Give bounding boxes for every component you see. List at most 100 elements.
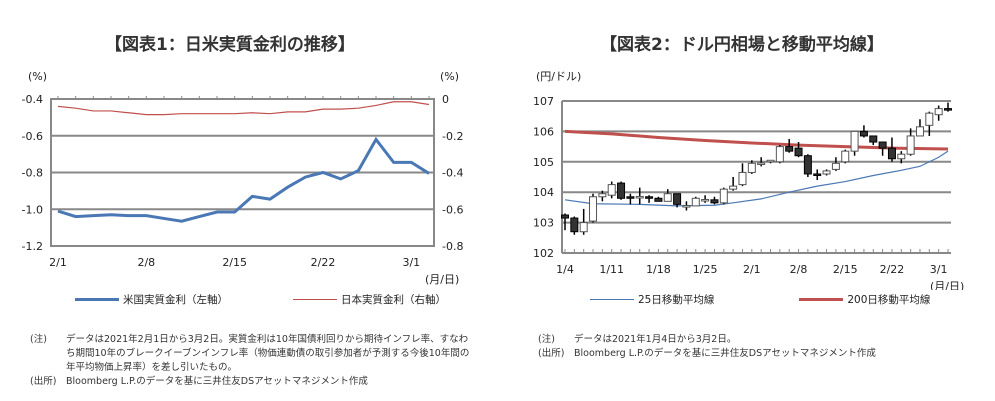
candle-down — [878, 141, 887, 149]
y-left-unit: (%) — [28, 70, 47, 83]
x-tick-label: 2/22 — [311, 256, 336, 269]
y-left-tick-label: -1.2 — [22, 240, 43, 253]
note-text: データは2021年2月1日から3月2日。実質金利は10年国債利回りから期待インフ… — [66, 334, 470, 373]
ma-line-200 — [564, 129, 949, 151]
y-right-tick-label: -0.8 — [442, 240, 463, 253]
candle-up — [850, 130, 859, 152]
candle-up — [766, 159, 775, 163]
x-tick-label: 1/11 — [599, 263, 624, 276]
legend-swatch-jp — [293, 299, 337, 300]
x-tick-label: 2/1 — [49, 256, 67, 269]
legend-swatch-ma200 — [799, 298, 844, 301]
legend-label-jp: 日本実質金利（右軸） — [341, 294, 446, 306]
y-right-tick-label: -0.6 — [442, 203, 463, 216]
x-tick-label: 1/25 — [693, 263, 718, 276]
x-unit: (月/日) — [425, 273, 459, 286]
x-tick-label: 1/18 — [646, 263, 671, 276]
candle-up — [691, 197, 700, 207]
note-text: データは2021年1月4日から3月2日。 — [574, 334, 737, 345]
plot-frame — [50, 98, 435, 247]
y-tick-label: 102 — [533, 247, 554, 260]
candle-down — [944, 108, 952, 111]
y-left-tick-label: -0.8 — [22, 167, 43, 180]
candle-down — [561, 214, 569, 219]
chart2-title: 【図表2：ドル円相場と移動平均線】 — [600, 35, 884, 55]
candle-up — [579, 222, 588, 233]
candle-down — [794, 147, 803, 157]
candle-down — [654, 197, 663, 202]
legend-label-ma200: 200日移動平均線 — [847, 294, 931, 306]
candle-up — [747, 162, 756, 173]
x-tick-label: 3/1 — [402, 256, 420, 269]
y-right-tick-label: -0.4 — [442, 167, 463, 180]
x-tick-label: 2/22 — [880, 263, 905, 276]
y-right-tick-label: -0.2 — [442, 130, 463, 143]
candle-up — [897, 153, 906, 160]
candle-down — [570, 217, 579, 233]
candle-down — [785, 146, 794, 152]
x-tick-label: 2/15 — [222, 256, 247, 269]
candle-down — [626, 196, 635, 199]
candle-up — [598, 193, 607, 198]
candle-down — [887, 147, 896, 160]
candle-up — [729, 185, 738, 190]
candle-down — [673, 193, 682, 205]
source-label: (出所) — [538, 348, 565, 359]
series-line-japan — [57, 101, 430, 116]
legend-swatch-ma25 — [590, 299, 634, 300]
y-tick-label: 105 — [533, 156, 554, 169]
candle-down — [869, 135, 878, 143]
candle-up — [822, 170, 831, 175]
candle-up — [757, 162, 766, 166]
source-text: Bloomberg L.P.のデータを基に三井住友DSアセットマネジメント作成 — [66, 376, 368, 387]
candle-up — [701, 198, 710, 202]
candle-up — [775, 146, 784, 163]
candle-down — [617, 182, 626, 199]
y-tick-label: 104 — [533, 186, 554, 199]
chart1-title: 【図表1：日米実質金利の推移】 — [105, 35, 355, 55]
y-tick-label: 103 — [533, 217, 554, 230]
note-label: (注) — [30, 334, 47, 345]
chart1-notes: (注) データは2021年2月1日から3月2日。実質金利は10年国債利回りから期待… — [30, 333, 470, 389]
x-unit: (月/日) — [930, 280, 964, 290]
y-unit: (円/ドル) — [536, 70, 581, 83]
candle-up — [906, 135, 915, 155]
candle-up — [719, 188, 728, 204]
candle-up — [831, 162, 840, 170]
x-tick-label: 2/15 — [833, 263, 858, 276]
candle-down — [803, 155, 812, 175]
candle-up — [934, 108, 943, 116]
x-tick-label: 2/8 — [137, 256, 155, 269]
candle-up — [841, 150, 850, 163]
candle-up — [682, 205, 691, 208]
real-rates-chart: -0.4 0 -0.6 -0.2 -0.8 -0.4 -1.0 -0.6 -1.2 -0.8 2/1… — [22, 70, 464, 286]
x-tick-label: 3/1 — [930, 263, 948, 276]
candle-down — [813, 173, 822, 176]
candle-up — [607, 184, 616, 196]
ma-line-25 — [564, 150, 949, 207]
chart2-legend: 25日移動平均線 200日移動平均線 — [590, 292, 930, 307]
note-label: (注) — [538, 334, 555, 345]
y-right-tick-label: 0 — [442, 93, 449, 106]
chart1-legend: 米国実質金利（左軸） 日本実質金利（右軸） — [75, 292, 446, 307]
y-left-tick-label: -0.6 — [22, 130, 43, 143]
y-tick-label: 106 — [533, 125, 554, 138]
candle-up — [738, 171, 747, 186]
y-left-tick-label: -1.0 — [22, 203, 43, 216]
legend-swatch-us — [75, 298, 119, 301]
legend-label-us: 米国実質金利（左軸） — [123, 294, 228, 306]
candle-down — [645, 196, 654, 199]
x-tick-label: 2/8 — [790, 263, 808, 276]
candle-up — [925, 112, 934, 126]
legend-label-ma25: 25日移動平均線 — [638, 294, 715, 306]
y-tick-label: 107 — [533, 95, 554, 108]
source-text: Bloomberg L.P.のデータを基に三井住友DSアセットマネジメント作成 — [574, 348, 876, 359]
candle-down — [859, 130, 868, 137]
candle-up — [635, 195, 644, 199]
candle-down — [710, 199, 719, 204]
candle-up — [663, 193, 672, 202]
candle-up — [589, 196, 598, 222]
chart2-notes: (注) データは2021年1月4日から3月2日。 (出所) Bloomberg L.… — [538, 333, 978, 361]
x-tick-label: 2/1 — [743, 263, 761, 276]
